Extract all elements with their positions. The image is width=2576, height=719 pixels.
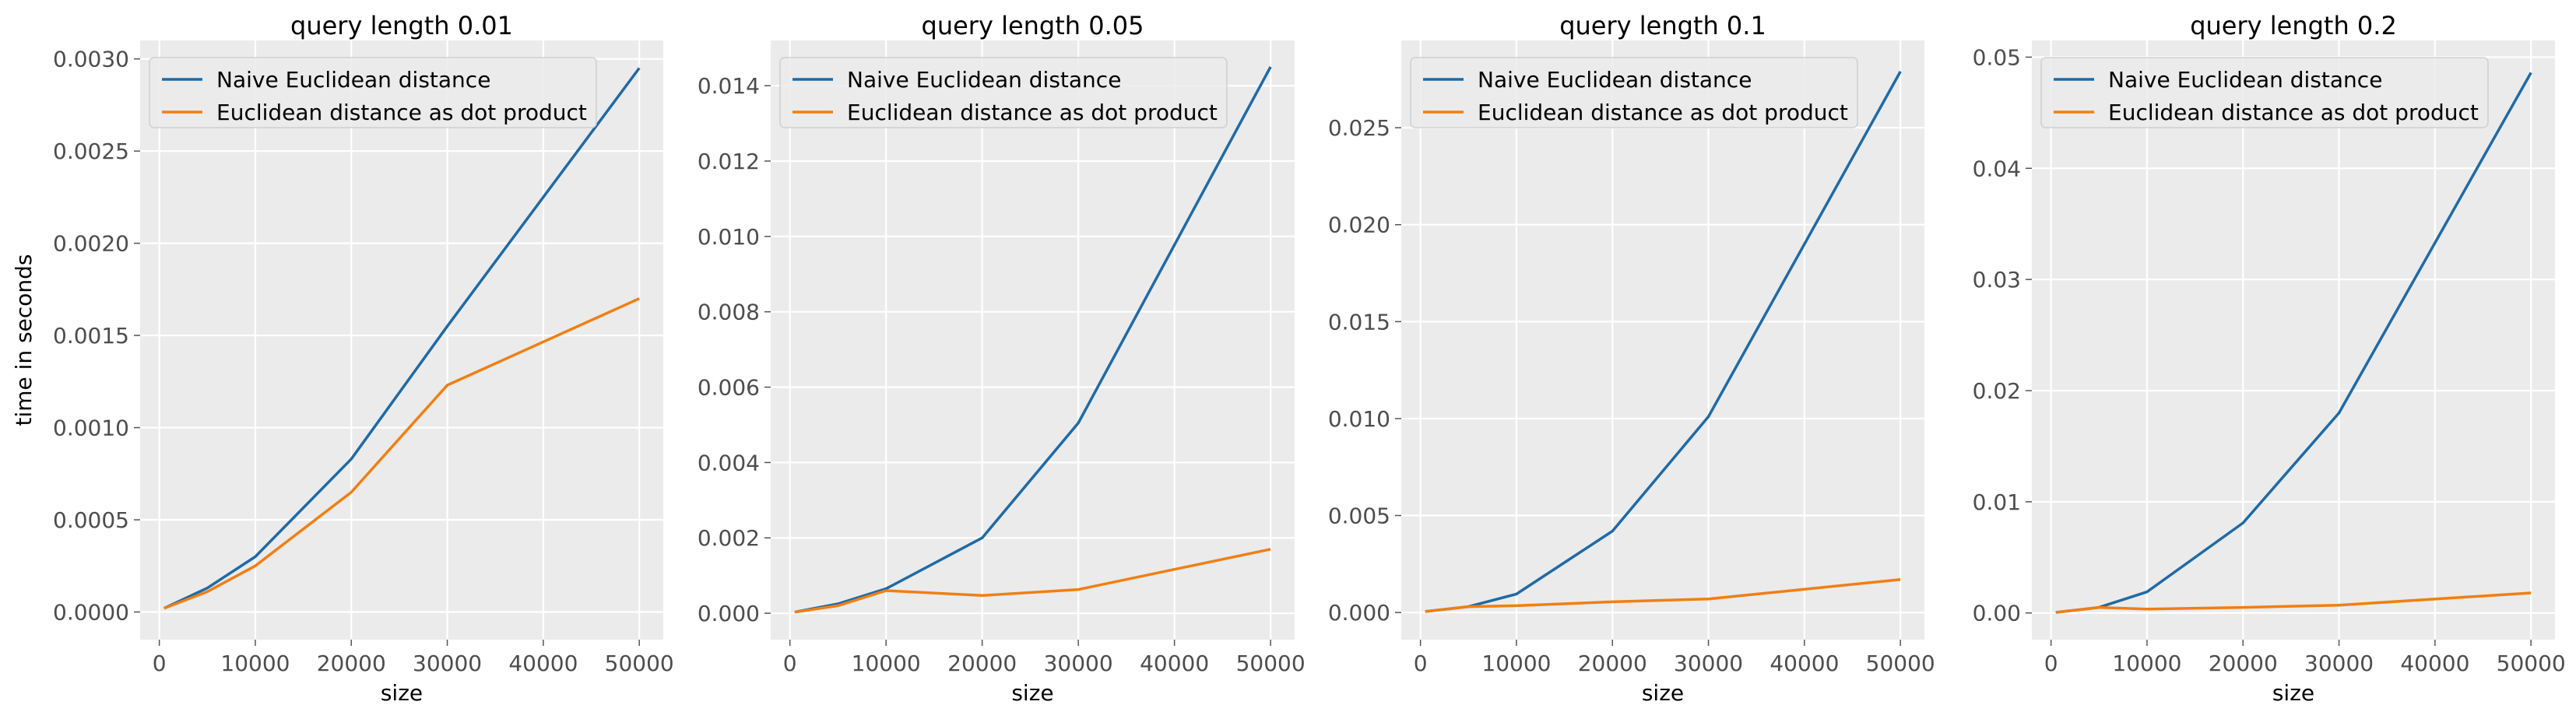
x-tick-label: 30000: [413, 651, 482, 676]
y-tick-label: 0.010: [698, 224, 760, 250]
x-tick-label: 10000: [852, 651, 921, 676]
legend: Naive Euclidean distance Euclidean distan…: [779, 57, 1228, 128]
x-tick-label: 0: [783, 651, 797, 676]
y-tick-label: 0.00: [1973, 601, 2021, 626]
series-line-dot-product: [794, 548, 1271, 614]
x-axis-label: size: [1642, 680, 1684, 706]
chart-title: query length 0.05: [922, 11, 1144, 40]
chart-title: query length 0.1: [1559, 11, 1766, 40]
x-tick-label: 30000: [1674, 651, 1743, 676]
panel-1: 0 10000 20000 30000 40000 50000 0.0000 0.0005 0.…: [11, 11, 674, 706]
series-line-dot-product: [1425, 578, 1901, 613]
y-axis-label: time in seconds: [11, 254, 37, 426]
x-tick-label: 40000: [1140, 651, 1209, 676]
x-tick-label: 30000: [1044, 651, 1113, 676]
y-tick-label: 0.000: [698, 601, 760, 626]
x-tick-label: 50000: [2497, 651, 2566, 676]
y-tick-label: 0.0000: [53, 599, 129, 625]
legend-label: Euclidean distance as dot product: [2108, 100, 2479, 125]
y-tick-label: 0.002: [698, 525, 760, 551]
x-tick-label: 0: [153, 651, 167, 676]
y-tick-label: 0.010: [1328, 406, 1390, 432]
y-tick-label: 0.008: [698, 300, 760, 325]
series-line-dot-product: [163, 297, 640, 610]
y-tick-label: 0.015: [1328, 309, 1390, 335]
y-tick-label: 0.0005: [53, 507, 129, 533]
y-tick-label: 0.004: [698, 450, 760, 475]
x-axis-label: size: [381, 680, 423, 706]
legend-box: [2040, 57, 2489, 128]
legend: Naive Euclidean distance Euclidean distan…: [1410, 57, 1858, 128]
x-tick-label: 20000: [1578, 651, 1647, 676]
x-tick-label: 20000: [947, 651, 1017, 676]
x-axis-label: size: [1011, 680, 1053, 706]
y-tick-label: 0.006: [698, 375, 760, 401]
y-tick-label: 0.014: [698, 73, 760, 99]
y-tick-label: 0.0025: [53, 139, 129, 164]
x-tick-label: 40000: [2400, 651, 2469, 676]
series-line-dot-product: [2055, 591, 2532, 614]
x-tick-label: 50000: [605, 651, 674, 676]
chart-title: query length 0.01: [290, 11, 513, 40]
y-tick-label: 0.005: [1328, 503, 1390, 529]
legend-label: Naive Euclidean distance: [847, 67, 1121, 93]
legend-label: Naive Euclidean distance: [2108, 67, 2382, 93]
y-tick-label: 0.000: [1328, 600, 1390, 626]
legend-box: [779, 57, 1228, 128]
x-tick-label: 10000: [2112, 651, 2181, 676]
panel-2: 0 10000 20000 30000 40000 50000 0.000 0.002 0.00…: [698, 11, 1306, 706]
plot-area: [771, 40, 1295, 640]
plot-area: [140, 40, 663, 640]
y-tick-label: 0.02: [1973, 378, 2021, 404]
legend-label: Naive Euclidean distance: [216, 67, 490, 93]
legend: Naive Euclidean distance Euclidean distan…: [149, 57, 597, 128]
x-tick-label: 10000: [1481, 651, 1551, 676]
plot-area: [1401, 40, 1924, 640]
y-tick-label: 0.020: [1328, 212, 1390, 238]
x-axis-label: size: [2272, 680, 2314, 706]
x-tick-label: 50000: [1236, 651, 1306, 676]
y-tick-label: 0.0020: [53, 231, 129, 257]
legend-box: [1410, 57, 1858, 128]
panel-3: 0 10000 20000 30000 40000 50000 0.000 0.005 0.01…: [1328, 11, 1935, 706]
y-tick-label: 0.0030: [53, 47, 129, 72]
y-tick-label: 0.01: [1973, 489, 2021, 515]
x-tick-label: 40000: [508, 651, 578, 676]
x-tick-label: 40000: [1769, 651, 1839, 676]
panel-4: 0 10000 20000 30000 40000 50000 0.00 0.01 0.02 0.…: [1973, 11, 2566, 706]
y-tick-label: 0.012: [698, 149, 760, 174]
series-line-naive: [163, 67, 641, 610]
legend-label: Naive Euclidean distance: [1478, 67, 1752, 93]
chart-title: query length 0.2: [2190, 11, 2397, 40]
y-tick-label: 0.03: [1973, 267, 2021, 293]
legend-label: Euclidean distance as dot product: [847, 100, 1218, 125]
legend-box: [149, 57, 597, 128]
plot-area: [2032, 40, 2555, 640]
x-tick-label: 0: [1414, 651, 1428, 676]
legend-label: Euclidean distance as dot product: [1478, 100, 1848, 125]
y-tick-label: 0.05: [1973, 44, 2021, 70]
y-tick-label: 0.0015: [53, 323, 129, 349]
y-tick-label: 0.025: [1328, 115, 1390, 141]
x-tick-label: 50000: [1866, 651, 1935, 676]
legend-label: Euclidean distance as dot product: [216, 100, 587, 125]
x-tick-label: 0: [2044, 651, 2058, 676]
x-tick-label: 10000: [220, 651, 290, 676]
y-tick-label: 0.04: [1973, 156, 2021, 181]
x-tick-label: 30000: [2304, 651, 2374, 676]
legend: Naive Euclidean distance Euclidean distan…: [2040, 57, 2489, 128]
x-tick-label: 20000: [2209, 651, 2278, 676]
x-tick-label: 20000: [317, 651, 386, 676]
series-line-naive: [794, 66, 1272, 614]
y-tick-label: 0.0010: [53, 416, 129, 441]
